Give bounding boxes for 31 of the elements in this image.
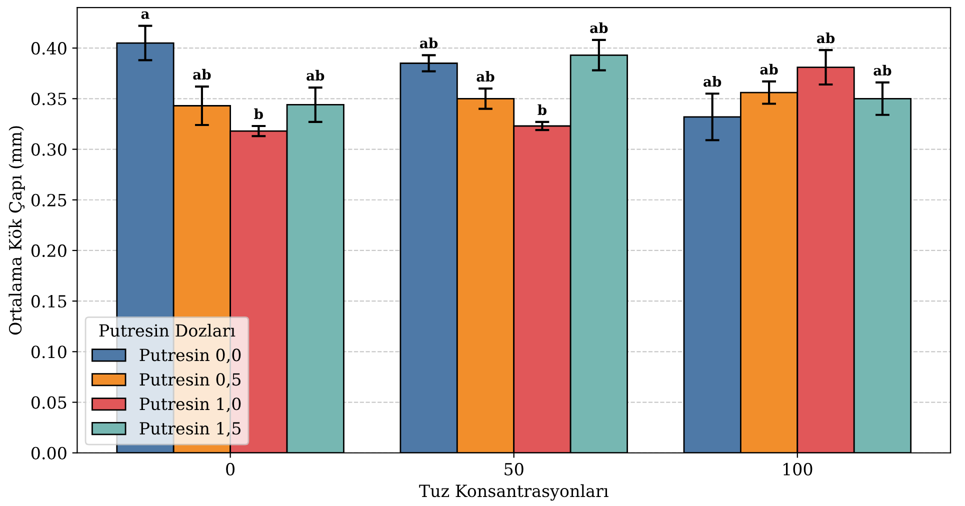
data-label: b [538,104,547,116]
y-tick-label: 0.10 [31,346,66,358]
data-label: ab [816,32,835,44]
y-tick-label: 0.05 [31,396,66,409]
x-tick-label: 50 [504,462,524,476]
data-label: b [254,108,263,120]
data-label: ab [306,70,324,81]
legend-title: Putresin Dozları [99,324,236,337]
data-label: a [141,11,150,19]
data-label: ab [590,22,608,34]
legend-label: Putresin 0,5 [140,373,240,388]
y-tick-label: 0.15 [31,295,66,308]
legend-label: Putresin 1,0 [140,398,241,412]
x-axis-title: Tuz Konsantrasyonları [419,484,608,501]
y-tick-label: 0.20 [31,244,66,258]
y-axis-title: Ortalama Kök Çapı (mm) [8,126,25,335]
data-label: ab [193,68,211,80]
y-tick-label: 0.40 [31,42,66,55]
x-tick-label: 0 [226,462,235,476]
y-tick-label: 0.25 [31,194,66,206]
data-label: ab [420,38,438,48]
y-tick-label: 0.00 [31,446,66,460]
y-tick-label: 0.35 [31,92,66,106]
x-tick-label: 100 [784,462,812,476]
data-label: ab [704,76,722,87]
legend-label: Putresin 1,5 [140,422,240,437]
data-label: ab [476,70,494,82]
data-label: ab [874,64,892,76]
y-tick-label: 0.30 [31,143,66,156]
legend-label: Putresin 0,0 [140,348,241,364]
data-label: ab [760,64,778,75]
